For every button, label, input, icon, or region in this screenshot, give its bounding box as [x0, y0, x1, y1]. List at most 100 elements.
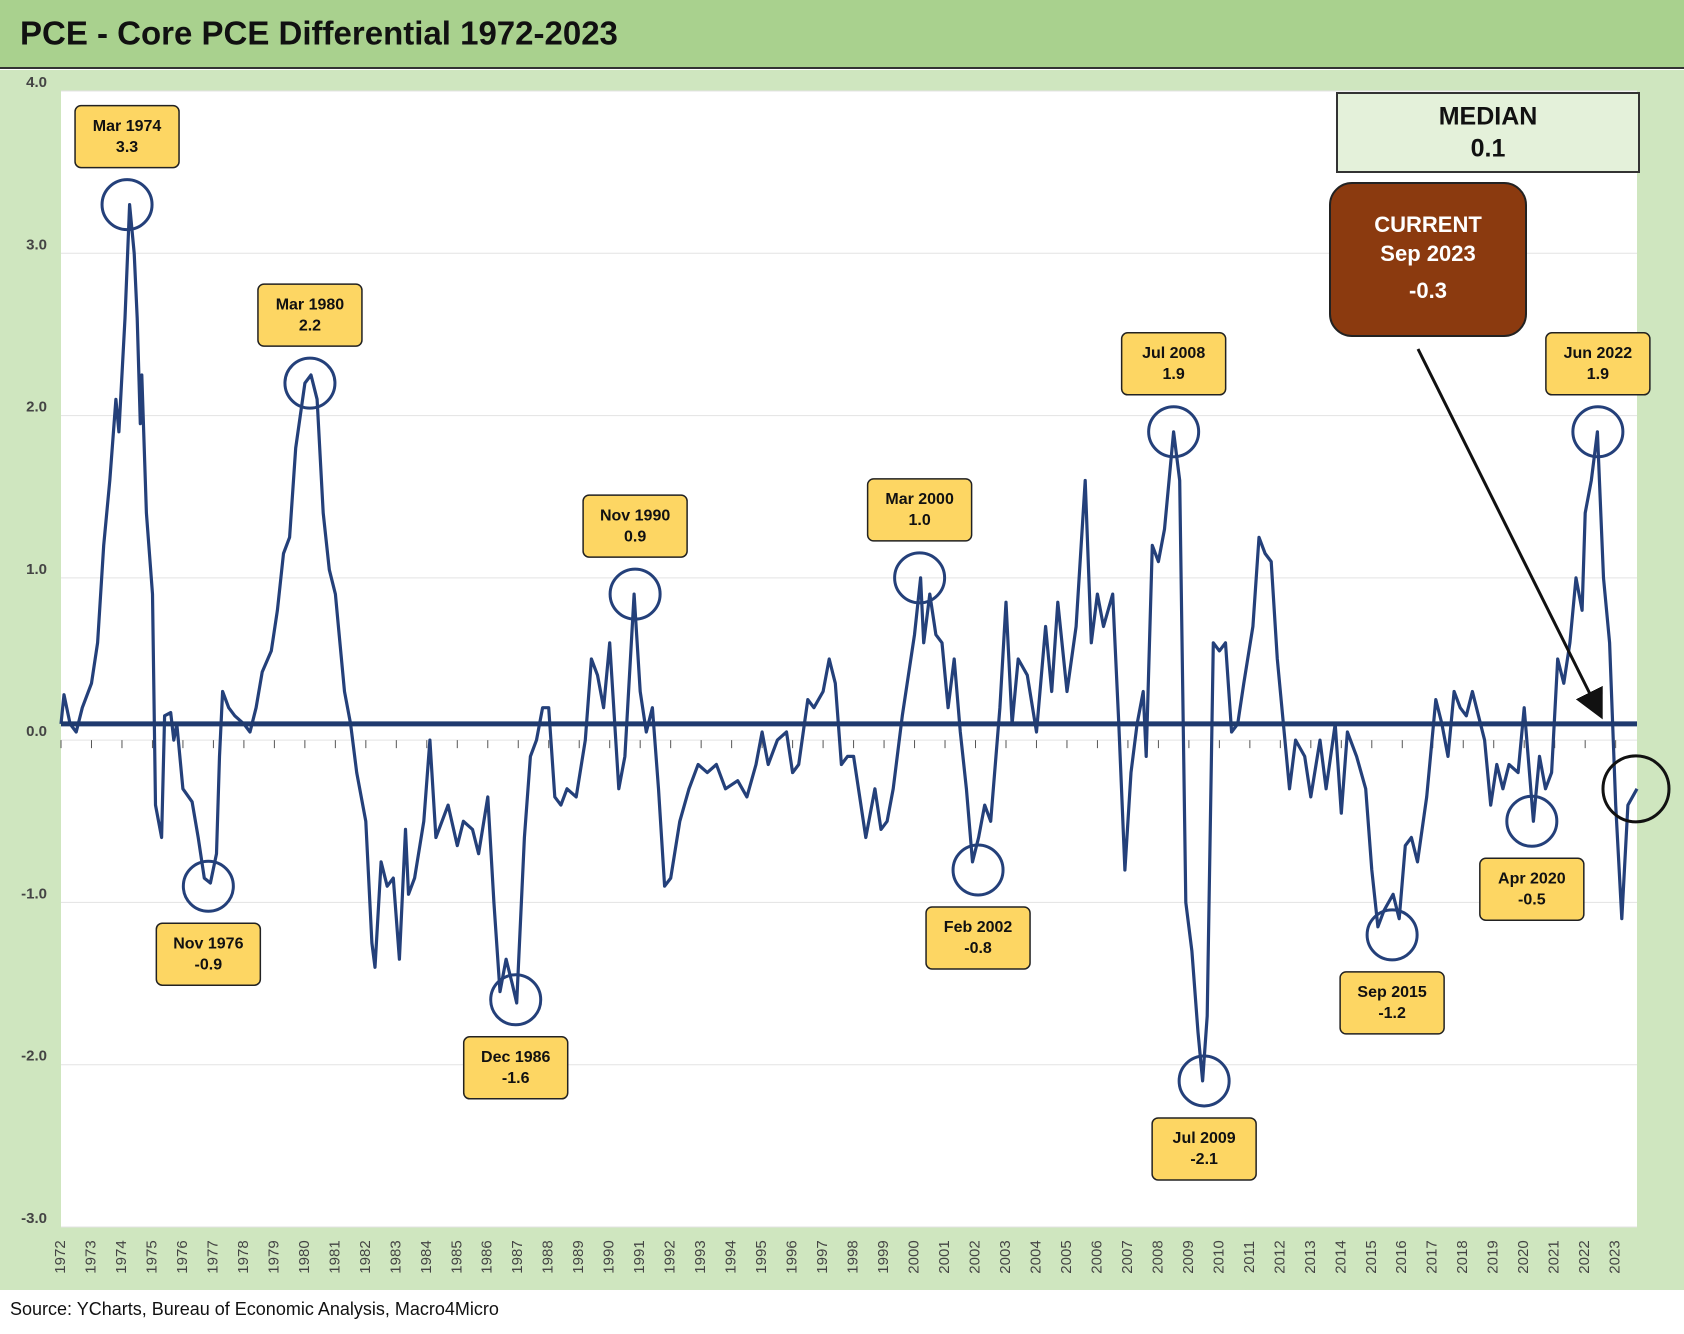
annotation-date: Mar 2000 — [885, 491, 954, 508]
median-box — [1336, 92, 1640, 173]
x-tick-label: 1998 — [845, 1240, 862, 1273]
x-tick-label: 1978 — [235, 1240, 252, 1273]
annotation-box — [74, 104, 180, 169]
x-tick-label: 1985 — [448, 1240, 465, 1273]
annotation-circle — [1147, 405, 1201, 459]
annotation-date: Jul 2009 — [1173, 1130, 1236, 1147]
x-tick-label: 2021 — [1546, 1240, 1563, 1273]
annotation-value: -0.5 — [1518, 892, 1546, 909]
y-tick-label: -3.0 — [21, 1210, 47, 1227]
x-tick-label: 1989 — [570, 1240, 587, 1273]
x-tick-label: 1980 — [296, 1240, 313, 1273]
annotation-circle — [100, 178, 154, 232]
y-tick-label: -1.0 — [21, 885, 47, 902]
x-tick-label: 1979 — [265, 1240, 282, 1273]
annotation-value: -1.6 — [502, 1070, 530, 1087]
annotation-date: Mar 1980 — [276, 296, 345, 313]
x-tick-label: 2005 — [1058, 1240, 1075, 1273]
current-arrow — [1416, 348, 1603, 720]
median-value: 0.1 — [1471, 135, 1506, 163]
x-tick-label: 1977 — [204, 1240, 221, 1273]
chart-title: PCE - Core PCE Differential 1972-2023 — [20, 15, 618, 52]
x-tick-label: 1992 — [662, 1240, 679, 1273]
x-tick-label: 1975 — [143, 1240, 160, 1273]
annotation-box — [1479, 857, 1585, 922]
current-value: -0.3 — [1409, 278, 1447, 303]
y-tick-label: 3.0 — [26, 236, 47, 253]
annotation-date: Jun 2022 — [1564, 345, 1633, 362]
annotation-circle — [1505, 794, 1559, 848]
x-tick-label: 1994 — [723, 1240, 740, 1273]
x-tick-label: 1973 — [82, 1240, 99, 1273]
current-circle — [1601, 754, 1671, 824]
annotation-date: Feb 2002 — [944, 919, 1013, 936]
annotation-date: Nov 1976 — [173, 935, 243, 952]
x-tick-label: 1981 — [326, 1240, 343, 1273]
annotation-box — [1151, 1117, 1257, 1181]
annotation-circle — [1571, 405, 1625, 459]
y-tick-label: 4.0 — [26, 74, 47, 91]
y-tick-label: 2.0 — [26, 399, 47, 416]
x-tick-label: 2007 — [1119, 1240, 1136, 1273]
x-tick-label: 1984 — [418, 1240, 435, 1273]
x-tick-label: 2000 — [906, 1240, 923, 1273]
x-tick-label: 2012 — [1271, 1240, 1288, 1273]
source: Source: YCharts, Bureau of Economic Anal… — [10, 1299, 499, 1319]
x-tick-label: 2014 — [1332, 1240, 1349, 1273]
x-tick-label: 2003 — [997, 1240, 1014, 1273]
x-tick-label: 2016 — [1393, 1240, 1410, 1273]
annotation-circle — [1365, 908, 1419, 962]
x-tick-label: 1999 — [875, 1240, 892, 1273]
x-tick-label: 2015 — [1363, 1240, 1380, 1273]
x-tick-label: 1987 — [509, 1240, 526, 1273]
annotation-box — [155, 922, 262, 986]
current-date: Sep 2023 — [1380, 241, 1475, 266]
x-tick-label: 2022 — [1576, 1240, 1593, 1273]
x-tick-label: 1990 — [601, 1240, 618, 1273]
current-box — [1329, 182, 1527, 337]
x-tick-label: 2010 — [1210, 1240, 1227, 1273]
annotation-value: 2.2 — [299, 317, 321, 334]
x-tick-label: 1986 — [479, 1240, 496, 1273]
x-tick-label: 2002 — [966, 1240, 983, 1273]
annotation-value: 1.9 — [1163, 366, 1185, 383]
annotation-value: -0.8 — [964, 940, 992, 957]
annotation-box — [866, 478, 973, 542]
annotation-value: -1.2 — [1378, 1005, 1406, 1022]
annotation-box — [1120, 332, 1227, 396]
annotation-circle — [893, 551, 947, 605]
x-tick-label: 2006 — [1088, 1240, 1105, 1273]
x-tick-label: 1972 — [52, 1240, 69, 1273]
title-bar — [0, 0, 1684, 68]
median-label: MEDIAN — [1439, 103, 1538, 131]
x-tick-label: 2018 — [1454, 1240, 1471, 1273]
annotation-date: Sep 2015 — [1357, 984, 1426, 1001]
x-tick-label: 2023 — [1607, 1240, 1624, 1273]
y-tick-label: -2.0 — [21, 1048, 47, 1065]
annotation-circle — [1177, 1054, 1231, 1108]
x-tick-label: 2017 — [1424, 1240, 1441, 1273]
current-label: CURRENT — [1374, 212, 1482, 237]
x-tick-label: 1995 — [753, 1240, 770, 1273]
x-tick-label: 2004 — [1027, 1240, 1044, 1273]
annotation-value: 0.9 — [624, 528, 646, 545]
x-tick-label: 1976 — [174, 1240, 191, 1273]
annotation-box — [1545, 332, 1651, 396]
annotation-circle — [181, 859, 235, 913]
annotation-date: Jul 2008 — [1142, 345, 1205, 362]
annotation-box — [582, 494, 688, 558]
annotation-box — [1339, 971, 1445, 1035]
annotation-date: Mar 1974 — [93, 118, 162, 135]
annotation-value: -2.1 — [1190, 1151, 1218, 1168]
annotation-box — [925, 906, 1031, 970]
x-tick-label: 2008 — [1149, 1240, 1166, 1273]
annotation-circle — [489, 973, 543, 1027]
annotation-value: 1.0 — [908, 512, 930, 529]
annotation-date: Dec 1986 — [481, 1049, 550, 1066]
x-tick-label: 2001 — [936, 1240, 953, 1273]
annotation-circle — [951, 843, 1005, 897]
annotation-date: Apr 2020 — [1498, 871, 1566, 888]
x-tick-label: 2019 — [1485, 1240, 1502, 1273]
